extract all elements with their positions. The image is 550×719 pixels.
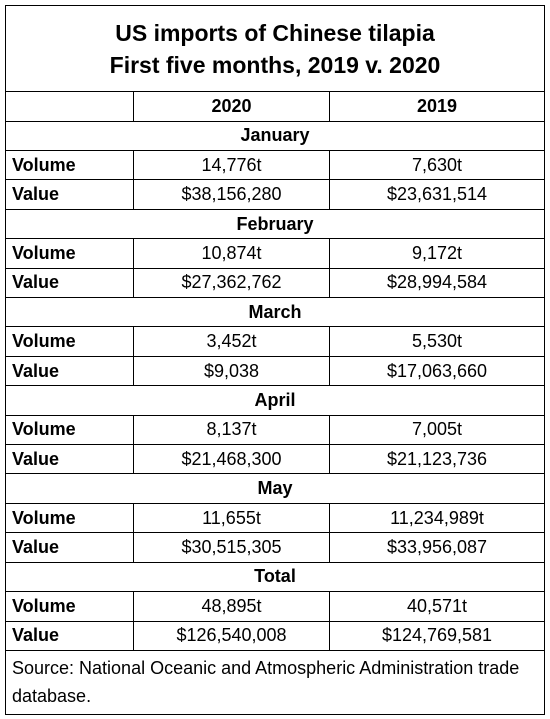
value-cell: 5,530t (329, 326, 545, 357)
value-cell: 3,452t (133, 326, 330, 357)
section-row: May (5, 473, 545, 504)
row-label: Volume (5, 591, 134, 622)
data-row: Value $30,515,305 $33,956,087 (5, 532, 545, 563)
data-row: Value $27,362,762 $28,994,584 (5, 267, 545, 299)
data-row: Volume 48,895t 40,571t (5, 591, 545, 622)
value-cell: 48,895t (133, 591, 330, 622)
section-label: February (5, 208, 545, 240)
data-row: Volume 11,655t 11,234,989t (5, 502, 545, 534)
column-header: 2020 (133, 91, 330, 122)
row-label: Volume (5, 150, 134, 181)
value-cell: 7,630t (329, 150, 545, 181)
row-label: Volume (5, 502, 134, 534)
data-row: Volume 14,776t 7,630t (5, 150, 545, 181)
value-cell: $17,063,660 (329, 355, 545, 387)
value-cell: 11,234,989t (329, 502, 545, 534)
value-cell: $126,540,008 (133, 620, 330, 651)
source-row: Source: National Oceanic and Atmospheric… (5, 649, 545, 716)
imports-table: US imports of Chinese tilapia First five… (5, 4, 545, 716)
value-cell: $27,362,762 (133, 267, 330, 299)
row-label: Value (5, 532, 134, 563)
data-row: Volume 10,874t 9,172t (5, 238, 545, 269)
data-row: Volume 3,452t 5,530t (5, 326, 545, 357)
data-row: Value $9,038 $17,063,660 (5, 355, 545, 387)
section-label: March (5, 297, 545, 328)
row-label: Value (5, 355, 134, 387)
value-cell: 14,776t (133, 150, 330, 181)
value-cell: $33,956,087 (329, 532, 545, 563)
section-row: Total (5, 561, 545, 593)
value-cell: $23,631,514 (329, 179, 545, 210)
header-row: 2020 2019 (5, 91, 545, 122)
value-cell: 9,172t (329, 238, 545, 269)
section-label: Total (5, 561, 545, 593)
section-row: March (5, 297, 545, 328)
table-body: US imports of Chinese tilapia First five… (5, 4, 545, 716)
data-row: Volume 8,137t 7,005t (5, 414, 545, 446)
title-line: First five months, 2019 v. 2020 (109, 51, 441, 78)
value-cell: $21,468,300 (133, 444, 330, 475)
value-cell: $30,515,305 (133, 532, 330, 563)
section-row: January (5, 120, 545, 152)
row-label: Volume (5, 326, 134, 357)
value-cell: 8,137t (133, 414, 330, 446)
title-row: US imports of Chinese tilapia First five… (5, 4, 545, 93)
value-cell: $9,038 (133, 355, 330, 387)
value-cell: 7,005t (329, 414, 545, 446)
empty-cell (5, 91, 134, 122)
row-label: Value (5, 267, 134, 299)
section-row: April (5, 385, 545, 416)
row-label: Volume (5, 414, 134, 446)
row-label: Volume (5, 238, 134, 269)
section-row: February (5, 208, 545, 240)
data-row: Value $21,468,300 $21,123,736 (5, 444, 545, 475)
value-cell: $28,994,584 (329, 267, 545, 299)
title-cell: US imports of Chinese tilapia First five… (5, 4, 545, 93)
value-cell: 40,571t (329, 591, 545, 622)
section-label: May (5, 473, 545, 504)
data-row: Value $126,540,008 $124,769,581 (5, 620, 545, 651)
value-cell: 11,655t (133, 502, 330, 534)
row-label: Value (5, 179, 134, 210)
value-cell: 10,874t (133, 238, 330, 269)
value-cell: $38,156,280 (133, 179, 330, 210)
title-line: US imports of Chinese tilapia (115, 19, 435, 46)
column-header: 2019 (329, 91, 545, 122)
data-row: Value $38,156,280 $23,631,514 (5, 179, 545, 210)
section-label: April (5, 385, 545, 416)
source-note: Source: National Oceanic and Atmospheric… (5, 649, 545, 716)
value-cell: $21,123,736 (329, 444, 545, 475)
row-label: Value (5, 444, 134, 475)
section-label: January (5, 120, 545, 152)
row-label: Value (5, 620, 134, 651)
value-cell: $124,769,581 (329, 620, 545, 651)
